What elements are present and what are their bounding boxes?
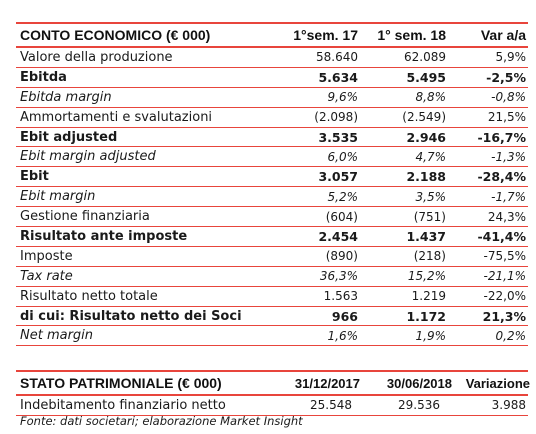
- row-value-1: 966: [331, 308, 358, 324]
- table-row: Ebit margin 5,2% 3,5% -1,7%: [16, 187, 528, 208]
- row-label: Ebit margin: [20, 189, 96, 205]
- row-label: Net margin: [20, 328, 94, 344]
- row-label: Ebit margin adjusted: [20, 149, 156, 165]
- table-row: Ebit adjusted 3.535 2.946 -16,7%: [16, 128, 528, 148]
- row-value-3: 21,3%: [482, 308, 526, 324]
- row-label: di cui: Risultato netto dei Soci: [20, 308, 242, 324]
- balance-sheet-table: STATO PATRIMONIALE (€ 000) 31/12/2017 30…: [16, 370, 530, 416]
- row-value-1: 9,6%: [327, 90, 359, 105]
- table-row: Net margin 1,6% 1,9% 0,2%: [16, 326, 528, 347]
- row-value-2: 3,5%: [415, 189, 447, 204]
- table-row: Risultato netto totale 1.563 1.219 -22,0%: [16, 287, 528, 307]
- row-value-3: -1,7%: [491, 189, 526, 204]
- table-row: Ebit margin adjusted 6,0% 4,7% -1,3%: [16, 147, 528, 168]
- row-value-1: 58.640: [316, 50, 358, 65]
- row-value-3: 5,9%: [495, 50, 527, 65]
- bs-header-2017: 31/12/2017: [294, 375, 360, 391]
- bs-header-2018: 30/06/2018: [386, 375, 452, 391]
- table-row: Imposte (890) (218) -75,5%: [16, 247, 528, 267]
- row-label: Imposte: [20, 248, 73, 264]
- income-statement-body: Valore della produzione 58.640 62.089 5,9% E…: [16, 48, 528, 347]
- row-value-1: (890): [325, 249, 358, 264]
- row-value-1: 1,6%: [327, 328, 359, 343]
- balance-sheet-body: Indebitamento finanziario netto 25.548 29.…: [16, 396, 528, 416]
- row-value-1: 36,3%: [319, 269, 358, 284]
- table-row: Ammortamenti e svalutazioni (2.098) (2.549…: [16, 108, 528, 128]
- row-label: Valore della produzione: [20, 49, 173, 65]
- header-h1-2018: 1° sem. 18: [377, 27, 446, 43]
- row-value-3: -75,5%: [483, 249, 526, 264]
- row-value-3: -2,5%: [486, 69, 526, 85]
- row-label: Ebitda margin: [20, 89, 112, 105]
- table-row: Indebitamento finanziario netto 25.548 29.…: [16, 396, 528, 416]
- row-value-1: 6,0%: [327, 149, 359, 164]
- row-value-2: (2.549): [402, 110, 446, 125]
- row-value-3: 0,2%: [495, 328, 527, 343]
- row-value-1: 25.548: [310, 398, 352, 413]
- row-value-1: 3.535: [318, 129, 358, 145]
- table-row: Gestione finanziaria (604) (751) 24,3%: [16, 207, 528, 228]
- balance-sheet-header: STATO PATRIMONIALE (€ 000) 31/12/2017 30…: [16, 370, 530, 396]
- row-value-2: 2.188: [406, 169, 446, 185]
- source-note: Fonte: dati societari; elaborazione Mark…: [20, 414, 303, 428]
- row-label: Risultato ante imposte: [20, 228, 188, 244]
- bs-header-label: STATO PATRIMONIALE (€ 000): [20, 375, 222, 391]
- row-value-3: -21,1%: [483, 269, 526, 284]
- table-row: Ebitda 5.634 5.495 -2,5%: [16, 68, 528, 88]
- row-value-2: 2.946: [406, 129, 446, 145]
- row-value-1: 5,2%: [327, 189, 359, 204]
- row-value-3: -16,7%: [477, 129, 526, 145]
- row-value-1: 3.057: [318, 169, 358, 185]
- row-label: Tax rate: [20, 268, 73, 284]
- table-row: Valore della produzione 58.640 62.089 5,9%: [16, 48, 528, 68]
- table-row: Ebitda margin 9,6% 8,8% -0,8%: [16, 88, 528, 108]
- bs-header-change: Variazione: [465, 375, 530, 391]
- income-statement-header: CONTO ECONOMICO (€ 000) 1°sem. 17 1° sem…: [16, 22, 528, 48]
- row-value-3: -22,0%: [483, 289, 526, 304]
- income-statement-table: CONTO ECONOMICO (€ 000) 1°sem. 17 1° sem…: [16, 22, 528, 347]
- table-row: Tax rate 36,3% 15,2% -21,1%: [16, 267, 528, 287]
- header-label: CONTO ECONOMICO (€ 000): [20, 27, 211, 43]
- row-value-2: 8,8%: [415, 90, 447, 105]
- row-value-2: 5.495: [406, 69, 446, 85]
- table-row: di cui: Risultato netto dei Soci 966 1.172…: [16, 307, 528, 327]
- row-value-2: 1.219: [411, 289, 446, 304]
- table-row: Ebit 3.057 2.188 -28,4%: [16, 167, 528, 188]
- row-label: Indebitamento finanziario netto: [20, 397, 226, 413]
- row-value-3: -41,4%: [477, 228, 526, 244]
- row-value-2: 1.172: [406, 308, 446, 324]
- row-value-3: -0,8%: [491, 90, 526, 105]
- row-value-3: -1,3%: [491, 149, 526, 164]
- header-h1-2017: 1°sem. 17: [293, 27, 358, 43]
- row-label: Ebitda: [20, 69, 67, 85]
- row-value-3: 21,5%: [487, 110, 526, 125]
- row-value-2: 62.089: [404, 50, 446, 65]
- row-value-1: 5.634: [318, 69, 358, 85]
- row-label: Gestione finanziaria: [20, 209, 150, 225]
- row-value-2: 29.536: [398, 398, 440, 413]
- row-value-3: -28,4%: [477, 169, 526, 185]
- row-value-3: 24,3%: [487, 209, 526, 224]
- row-value-1: (604): [325, 209, 358, 224]
- row-value-1: (2.098): [314, 110, 358, 125]
- table-row: Risultato ante imposte 2.454 1.437 -41,4%: [16, 227, 528, 247]
- row-label: Risultato netto totale: [20, 288, 158, 304]
- row-label: Ammortamenti e svalutazioni: [20, 109, 213, 125]
- row-value-2: 15,2%: [407, 269, 446, 284]
- header-yoy: Var a/a: [480, 27, 526, 43]
- row-label: Ebit: [20, 169, 49, 185]
- row-value-2: 4,7%: [415, 149, 447, 164]
- row-value-2: 1,9%: [415, 328, 447, 343]
- row-value-2: (218): [413, 249, 446, 264]
- row-value-1: 2.454: [318, 228, 358, 244]
- row-value-2: (751): [413, 209, 446, 224]
- row-label: Ebit adjusted: [20, 129, 118, 145]
- row-value-2: 1.437: [406, 228, 446, 244]
- row-value-1: 1.563: [323, 289, 358, 304]
- row-value-3: 3.988: [491, 398, 526, 413]
